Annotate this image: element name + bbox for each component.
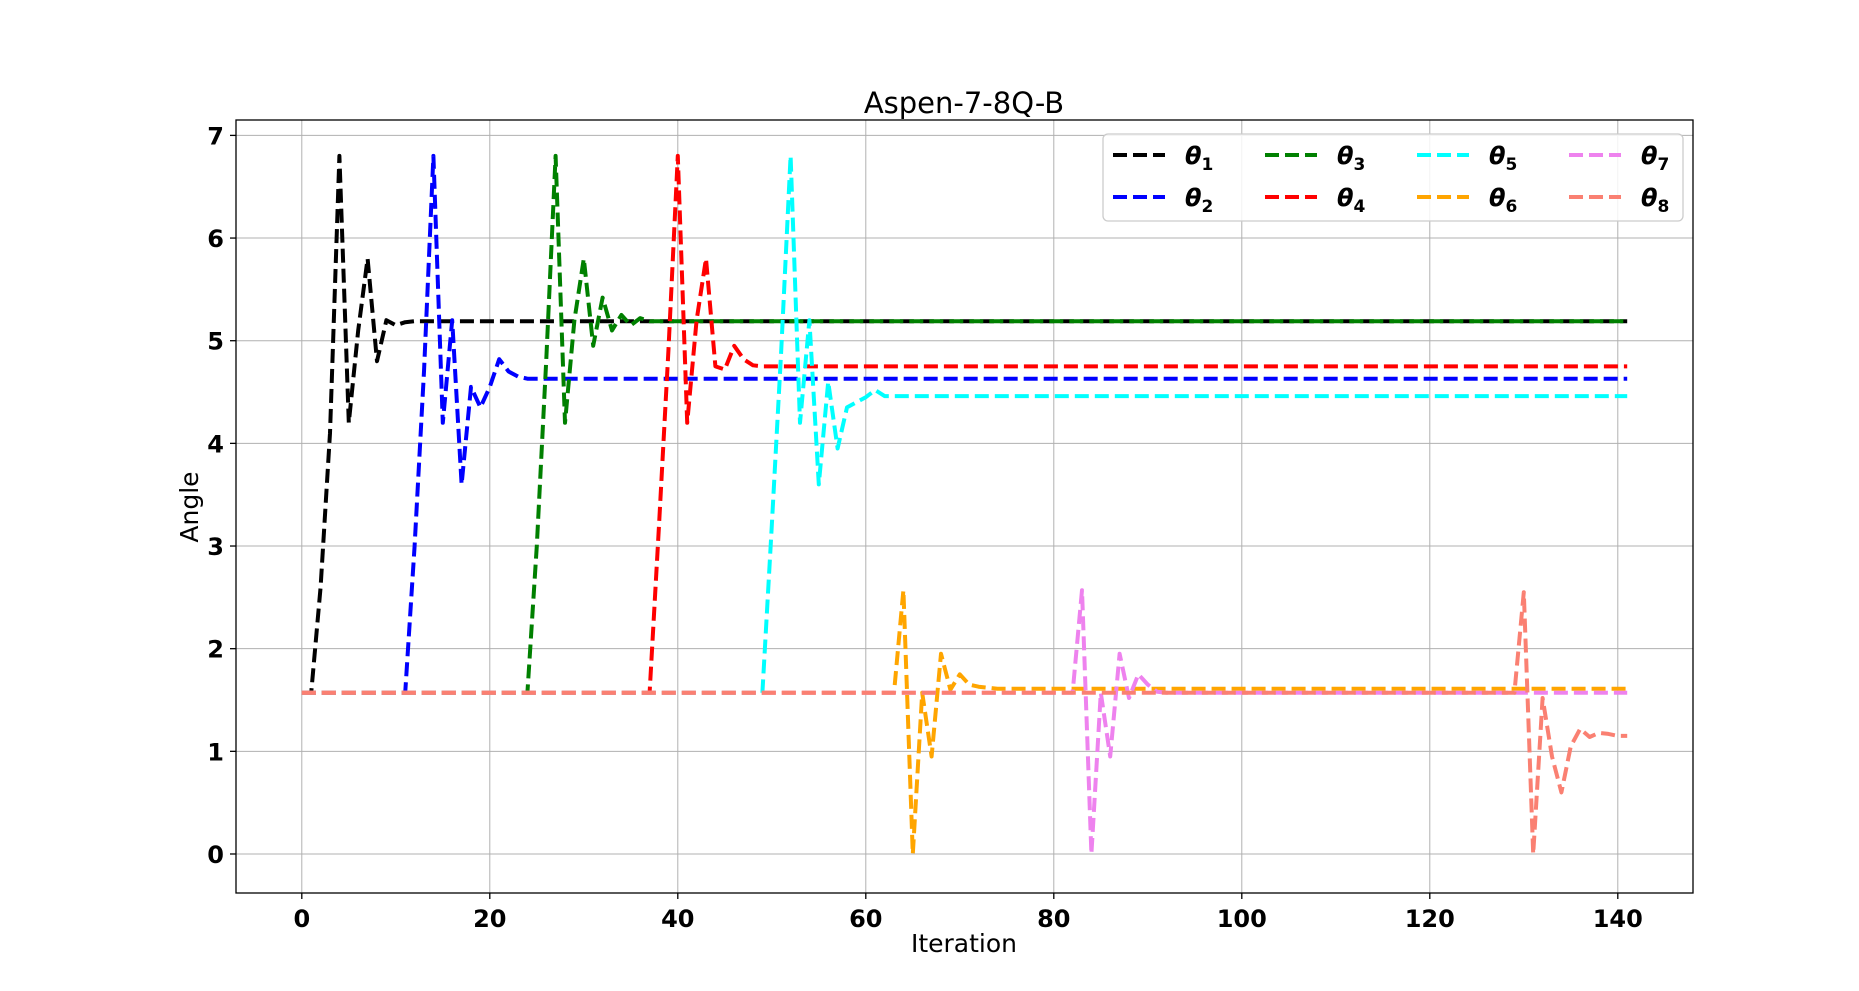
legend-label-θ7: θ7 xyxy=(1641,142,1669,175)
x-tick-label: 140 xyxy=(1593,905,1643,933)
y-tick-label: 4 xyxy=(207,430,224,458)
series-line-θ4 xyxy=(301,153,1628,695)
y-tick-label: 0 xyxy=(207,841,224,869)
y-axis-label: Angle xyxy=(175,471,204,542)
legend-label-θ1: θ1 xyxy=(1185,142,1213,175)
x-axis-label: Iteration xyxy=(911,929,1017,958)
plot-frame xyxy=(235,119,1694,894)
x-tick-label: 100 xyxy=(1217,905,1267,933)
series-line-θ6 xyxy=(301,588,1628,856)
legend: θ1 θ2 θ3 θ4 θ5 θ6 θ7 θ8 xyxy=(1102,133,1684,222)
y-tick-label: 7 xyxy=(207,122,224,150)
x-tick-label: 60 xyxy=(849,905,882,933)
legend-label-θ4: θ4 xyxy=(1337,184,1366,217)
series-lines xyxy=(301,153,1628,856)
x-tick-label: 40 xyxy=(661,905,694,933)
legend-label-θ5: θ5 xyxy=(1489,142,1517,175)
legend-label-θ2: θ2 xyxy=(1185,184,1213,217)
y-tick-label: 5 xyxy=(207,328,224,356)
series-line-θ7 xyxy=(301,588,1628,856)
x-tick-label: 20 xyxy=(473,905,506,933)
x-tick-label: 0 xyxy=(293,905,310,933)
series-line-θ1 xyxy=(301,153,1628,695)
x-tick-label: 80 xyxy=(1037,905,1070,933)
series-line-θ8 xyxy=(301,590,1628,856)
legend-frame xyxy=(1102,133,1684,222)
y-tick-label: 3 xyxy=(207,533,224,561)
legend-label-θ3: θ3 xyxy=(1337,142,1365,175)
x-tick-label: 120 xyxy=(1405,905,1455,933)
y-tick-label: 2 xyxy=(207,636,224,664)
y-tick-label: 1 xyxy=(207,738,224,766)
legend-label-θ6: θ6 xyxy=(1489,184,1517,217)
series-line-θ2 xyxy=(301,153,1628,695)
y-tick-label: 6 xyxy=(207,225,224,253)
series-line-θ3 xyxy=(301,153,1628,695)
legend-label-θ8: θ8 xyxy=(1641,184,1669,217)
grid xyxy=(236,120,1693,893)
chart-title: Aspen-7-8Q-B xyxy=(864,86,1064,120)
axis-ticks: 0 20 40 60 80 100 120 140 0 1 2 3 4 5 6 7 xyxy=(207,122,1643,933)
series-line-θ5 xyxy=(301,153,1628,695)
